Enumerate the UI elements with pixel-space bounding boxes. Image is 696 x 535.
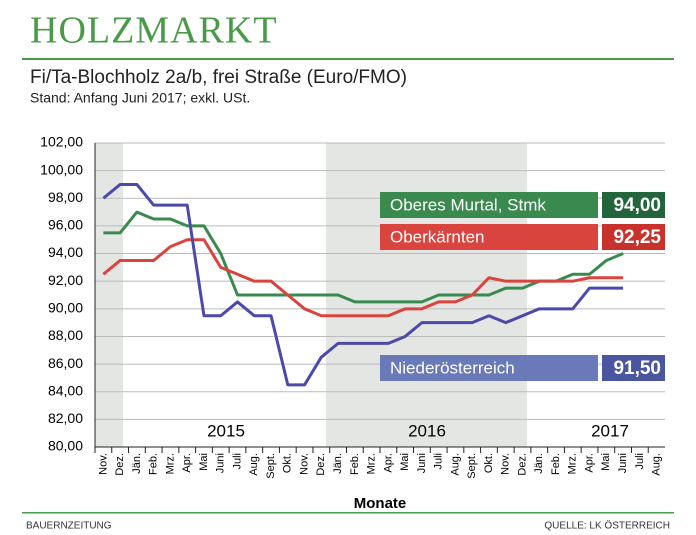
legend-label: Niederösterreich xyxy=(390,358,515,377)
x-tick-label: Okt. xyxy=(483,453,495,473)
x-tick-label: Aug. xyxy=(449,453,461,476)
x-tick-label: Mrz. xyxy=(366,453,378,474)
y-tick-label: 96,00 xyxy=(48,217,83,233)
y-tick-label: 80,00 xyxy=(48,438,83,454)
x-tick-label: Mai xyxy=(198,453,210,471)
x-tick-label: Aug. xyxy=(651,453,663,476)
x-tick-label: Mai xyxy=(399,453,411,471)
x-tick-label: Dez. xyxy=(114,453,126,476)
value-label: 94,00 xyxy=(613,195,661,216)
x-tick-label: Juni xyxy=(617,453,629,473)
x-tick-label: Nov. xyxy=(298,453,310,475)
y-tick-label: 86,00 xyxy=(48,355,83,371)
footer: QUELLE: LK ÖSTERREICH xyxy=(544,520,670,532)
y-tick-label: 88,00 xyxy=(48,327,83,343)
y-tick-label: 102,00 xyxy=(40,134,83,150)
footer: BAUERNZEITUNG xyxy=(26,521,112,532)
year-label: 2017 xyxy=(591,421,629,440)
subtitle: Fi/Ta-Blochholz 2a/b, frei Straße (Euro/… xyxy=(30,67,407,88)
x-tick-label: Okt. xyxy=(282,453,294,473)
x-tick-label: Dez. xyxy=(315,453,327,476)
line xyxy=(102,238,624,318)
note: Stand: Anfang Juni 2017; exkl. USt. xyxy=(30,90,250,106)
rule xyxy=(22,58,674,60)
x-tick-label: Mai xyxy=(600,453,612,471)
x-tick-label: Juli xyxy=(433,453,445,470)
y-tick-label: 98,00 xyxy=(48,189,83,205)
value-box xyxy=(602,224,665,250)
legend-label: Oberes Murtal, Stmk xyxy=(390,195,546,214)
x-tick-label: Mrz. xyxy=(164,453,176,474)
year-label: 2016 xyxy=(408,421,446,440)
x-tick-label: Jän. xyxy=(533,453,545,474)
value-box xyxy=(602,355,665,381)
x-tick-label: Nov. xyxy=(500,453,512,475)
x-tick-label: Dez. xyxy=(516,453,528,476)
x-tick-label: Jän. xyxy=(332,453,344,474)
x-tick-label: Feb. xyxy=(148,453,160,475)
y-tick-label: 90,00 xyxy=(48,300,83,316)
shade xyxy=(95,143,123,447)
rule xyxy=(22,512,674,514)
x-tick-label: Juni xyxy=(416,453,428,473)
y-tick-label: 100,00 xyxy=(40,161,83,177)
x-tick-label: Juli xyxy=(231,453,243,470)
y-tick-label: 94,00 xyxy=(48,244,83,260)
x-tick-label: Aug. xyxy=(248,453,260,476)
year-label: 2015 xyxy=(207,421,245,440)
x-tick-label: Sept. xyxy=(265,453,277,479)
x-tick-label: Nov. xyxy=(97,453,109,475)
x-tick-label: Mrz. xyxy=(567,453,579,474)
y-tick-label: 82,00 xyxy=(48,410,83,426)
x-tick-label: Jän. xyxy=(131,453,143,474)
x-tick-label: Feb. xyxy=(349,453,361,475)
x-tick-label: Apr. xyxy=(583,453,595,473)
x-tick-label: Apr. xyxy=(181,453,193,473)
value-label: 92,25 xyxy=(613,227,661,248)
x-tick-label: Juni xyxy=(215,453,227,473)
line xyxy=(102,182,624,387)
shade xyxy=(326,143,527,447)
value-box xyxy=(602,192,665,218)
x-axis-label: Monate xyxy=(354,495,407,512)
legend-box xyxy=(380,355,598,381)
y-tick-label: 84,00 xyxy=(48,382,83,398)
value-label: 91,50 xyxy=(613,358,661,379)
legend-box xyxy=(380,224,598,250)
legend-label: Oberkärnten xyxy=(390,227,485,246)
x-tick-label: Feb. xyxy=(550,453,562,475)
x-tick-label: Sept. xyxy=(466,453,478,479)
x-tick-label: Juli xyxy=(634,453,646,470)
title: HOLZMARKT xyxy=(30,10,278,52)
legend-box xyxy=(380,192,598,218)
y-tick-label: 92,00 xyxy=(48,272,83,288)
x-tick-label: Apr. xyxy=(382,453,394,473)
